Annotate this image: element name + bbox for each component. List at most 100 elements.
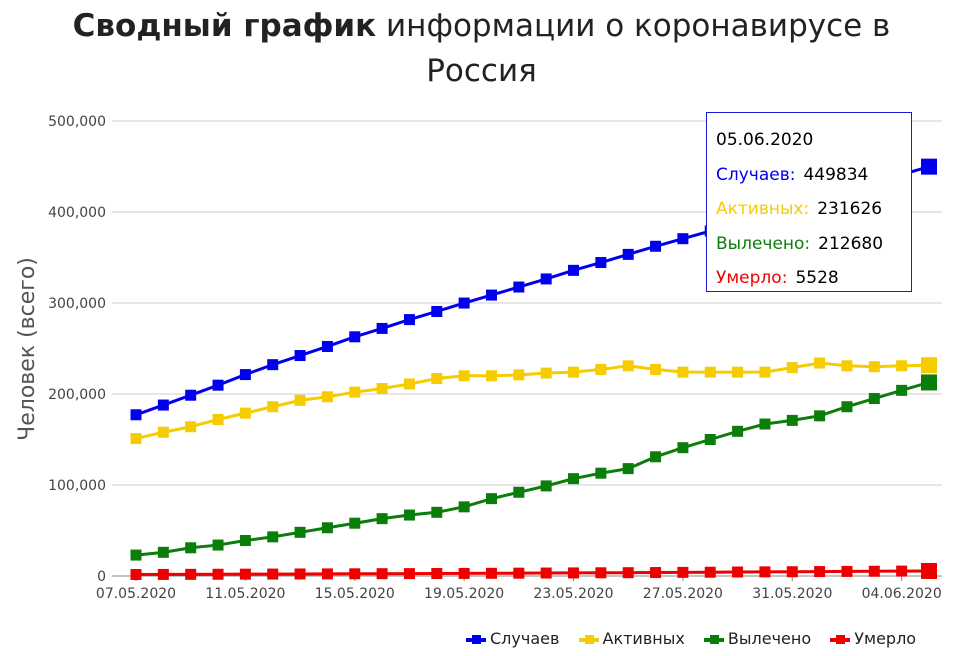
data-point [622,360,634,372]
chart-legend: Случаев Активных Вылечено Умерло [466,629,916,648]
chart-title-bold: Сводный график [72,8,377,44]
data-point [568,264,580,276]
data-point [868,565,880,577]
x-tick-label: 07.05.2020 [96,586,176,602]
data-point [239,369,251,381]
data-point [267,359,279,371]
data-point [130,409,142,421]
tooltip-value: 449834 [803,164,869,185]
data-point [650,451,662,463]
data-point [185,389,197,401]
legend-item-cases[interactable]: Случаев [466,629,559,648]
legend-label: Умерло [854,629,917,648]
data-point [704,434,716,445]
data-point [513,369,525,381]
data-point [595,467,607,479]
data-point [485,567,497,579]
tooltip-row-recovered: Вылечено: 212680 [716,227,911,262]
data-point [376,322,388,334]
data-point [185,568,197,580]
data-point [814,357,826,369]
data-point [677,442,689,454]
data-point [458,370,470,382]
data-point [294,394,306,406]
data-point [431,506,443,518]
data-point [568,473,580,485]
data-point [650,240,662,252]
data-point [732,425,744,437]
data-point [157,546,169,558]
data-point [458,297,470,309]
data-point [513,281,525,293]
data-point [130,549,142,561]
data-point [185,542,197,554]
data-point [540,273,552,285]
data-point [349,331,361,343]
data-point [595,567,607,579]
data-point [650,363,662,375]
data-point [622,567,634,579]
data-point [130,433,142,445]
data-point [212,568,224,580]
data-point [294,568,306,580]
x-tick-label: 15.05.2020 [315,586,395,602]
tooltip-value: 231626 [817,199,883,219]
x-tick-label: 04.06.2020 [862,586,942,602]
data-point [786,566,798,578]
legend-item-active[interactable]: Активных [578,629,685,648]
legend-swatch-icon [703,634,724,644]
legend-item-recovered[interactable]: Вылечено [703,629,811,648]
chart-title: Сводный график информации о коронавирусе… [0,4,963,94]
data-point [321,340,333,352]
series-line [135,569,930,577]
data-point [896,360,908,372]
chart-title-line2: Россия [426,53,537,89]
y-tick-label: 400,000 [48,205,106,221]
y-tick-label: 200,000 [48,387,106,403]
data-point [212,539,224,551]
legend-item-died[interactable]: Умерло [830,629,916,648]
data-point [458,567,470,579]
data-point [376,568,388,580]
x-tick-label: 23.05.2020 [533,586,613,602]
legend-label: Активных [602,629,685,648]
data-point [814,566,826,578]
data-point [157,426,169,438]
data-point [294,350,306,362]
data-point [896,384,908,396]
data-point [239,407,251,419]
data-point [759,418,771,430]
tooltip-label: Случаев: [716,164,796,185]
series-line [135,361,930,441]
y-tick-label: 500,000 [48,114,106,130]
data-point [732,366,744,378]
data-point [239,568,251,580]
hover-tooltip: 05.06.2020 Случаев: 449834 Активных: 23162… [706,112,912,292]
tooltip-label: Умерло: [716,268,788,288]
data-point [349,517,361,529]
data-point [130,569,142,581]
data-point [540,480,552,492]
data-point [321,522,333,534]
y-axis-label: Человек (всего) [15,257,40,441]
data-point [157,399,169,411]
data-point [403,509,415,521]
data-point [540,367,552,379]
data-point [458,501,470,513]
data-point [568,567,580,579]
data-point [431,305,443,317]
data-point [841,565,853,577]
tooltip-date: 05.06.2020 [716,130,814,150]
data-point [921,374,937,391]
data-point [814,410,826,422]
data-point [786,414,798,426]
data-point [595,257,607,269]
legend-swatch-icon [830,634,851,644]
data-point [431,568,443,580]
legend-label: Случаев [490,629,560,648]
data-point [622,248,634,260]
data-point [267,568,279,580]
data-point [294,526,306,538]
data-point [403,568,415,580]
